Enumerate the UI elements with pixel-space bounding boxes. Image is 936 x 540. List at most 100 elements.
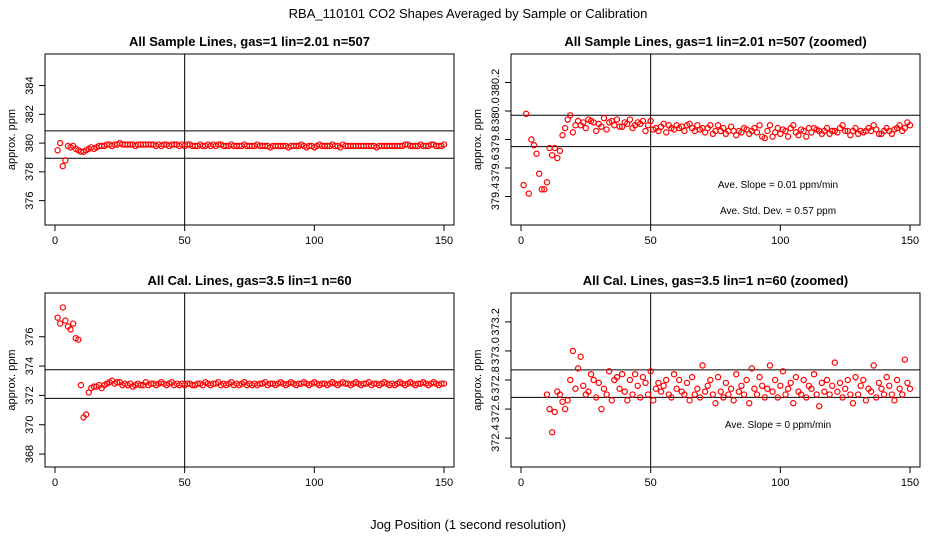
data-point <box>593 127 600 135</box>
data-point <box>580 119 587 126</box>
panel-sample: All Sample Lines, gas=1 lin=2.01 n=507 0 5… <box>6 34 455 247</box>
data-point <box>779 368 787 375</box>
data-point <box>644 391 652 398</box>
data-point <box>538 186 545 193</box>
data-point <box>875 379 883 387</box>
data-point <box>691 391 698 398</box>
data-point <box>56 320 64 327</box>
y-axis-label: approx. ppm <box>472 109 484 170</box>
data-point <box>797 391 805 398</box>
x-tick-label: 150 <box>435 235 453 247</box>
data-point <box>784 385 792 392</box>
data-point <box>675 376 683 384</box>
data-point <box>854 391 862 398</box>
data-point <box>670 370 678 378</box>
data-point <box>717 388 724 395</box>
data-point <box>528 136 535 143</box>
data-point <box>720 124 727 132</box>
data-point <box>699 362 706 369</box>
y-tick-label: 372 <box>24 386 36 404</box>
data-point <box>787 379 794 387</box>
data-point <box>867 388 875 395</box>
data-point <box>800 376 807 384</box>
plot-frame <box>44 292 455 468</box>
data-point <box>826 391 833 398</box>
data-point <box>722 379 730 387</box>
data-point <box>686 397 693 404</box>
data-point <box>69 320 77 327</box>
data-point <box>554 154 561 162</box>
data-point <box>735 388 743 395</box>
y-tick-label: 370 <box>24 416 36 434</box>
data-point <box>577 353 584 360</box>
data-point <box>790 400 797 407</box>
data-point <box>535 170 543 177</box>
x-tick-label: 100 <box>771 477 789 489</box>
x-axis-label: Jog Position (1 second resolution) <box>370 517 566 532</box>
x-tick-label: 100 <box>305 477 323 489</box>
x-tick-label: 0 <box>518 477 524 489</box>
x-tick-label: 50 <box>179 477 191 489</box>
data-point <box>769 388 776 395</box>
data-point <box>761 394 768 401</box>
data-point <box>603 126 610 133</box>
data-point <box>655 379 662 387</box>
data-point <box>621 388 628 395</box>
data-point <box>841 127 849 135</box>
data-point <box>906 385 914 392</box>
data-point <box>440 141 448 148</box>
data-point <box>530 141 538 149</box>
data-point <box>533 150 540 157</box>
data-point <box>77 381 85 389</box>
data-point <box>707 122 714 129</box>
data-point <box>548 429 556 436</box>
data-point <box>642 379 649 387</box>
data-point <box>727 385 735 392</box>
data-point <box>880 391 888 398</box>
data-point <box>823 124 831 132</box>
data-point <box>774 394 781 401</box>
data-point <box>714 122 722 129</box>
data-point <box>730 397 737 404</box>
y-tick-label: 373.2 <box>490 308 502 336</box>
x-tick-label: 0 <box>52 235 58 247</box>
data-point <box>701 388 709 395</box>
data-point <box>574 365 582 372</box>
data-point <box>541 186 548 193</box>
data-point <box>751 385 758 392</box>
data-point <box>756 122 763 129</box>
data-point <box>896 385 903 392</box>
data-point <box>688 373 696 381</box>
x-tick-label: 0 <box>52 477 58 489</box>
panel-sample-zoomed: All Sample Lines, gas=1 lin=2.01 n=507 (… <box>472 34 921 247</box>
data-point <box>520 181 527 189</box>
panel-calibration-zoomed: All Cal. Lines, gas=3.5 lin=1 n=60 (zoom… <box>472 273 921 489</box>
data-point <box>860 376 867 384</box>
data-point <box>82 411 90 418</box>
x-tick-label: 0 <box>518 235 524 247</box>
data-point <box>613 373 621 381</box>
data-point <box>753 391 761 398</box>
data-point <box>813 391 820 398</box>
data-point <box>543 179 551 186</box>
data-point <box>114 379 121 386</box>
data-point <box>906 122 914 129</box>
data-point <box>663 376 670 384</box>
data-point <box>626 116 634 123</box>
data-point <box>891 397 898 404</box>
data-point <box>849 400 857 407</box>
data-point <box>572 385 579 392</box>
data-point <box>883 373 890 381</box>
data-point <box>551 144 558 152</box>
data-point <box>551 408 558 416</box>
data-point <box>852 373 859 381</box>
data-point <box>761 134 768 142</box>
y-tick-label: 378 <box>24 163 36 181</box>
data-point <box>650 397 657 404</box>
data-point <box>766 122 774 129</box>
data-point <box>673 385 680 392</box>
data-point <box>704 382 711 390</box>
y-tick-label: 372.4 <box>490 424 502 452</box>
data-point <box>647 368 654 375</box>
data-point <box>852 124 859 132</box>
